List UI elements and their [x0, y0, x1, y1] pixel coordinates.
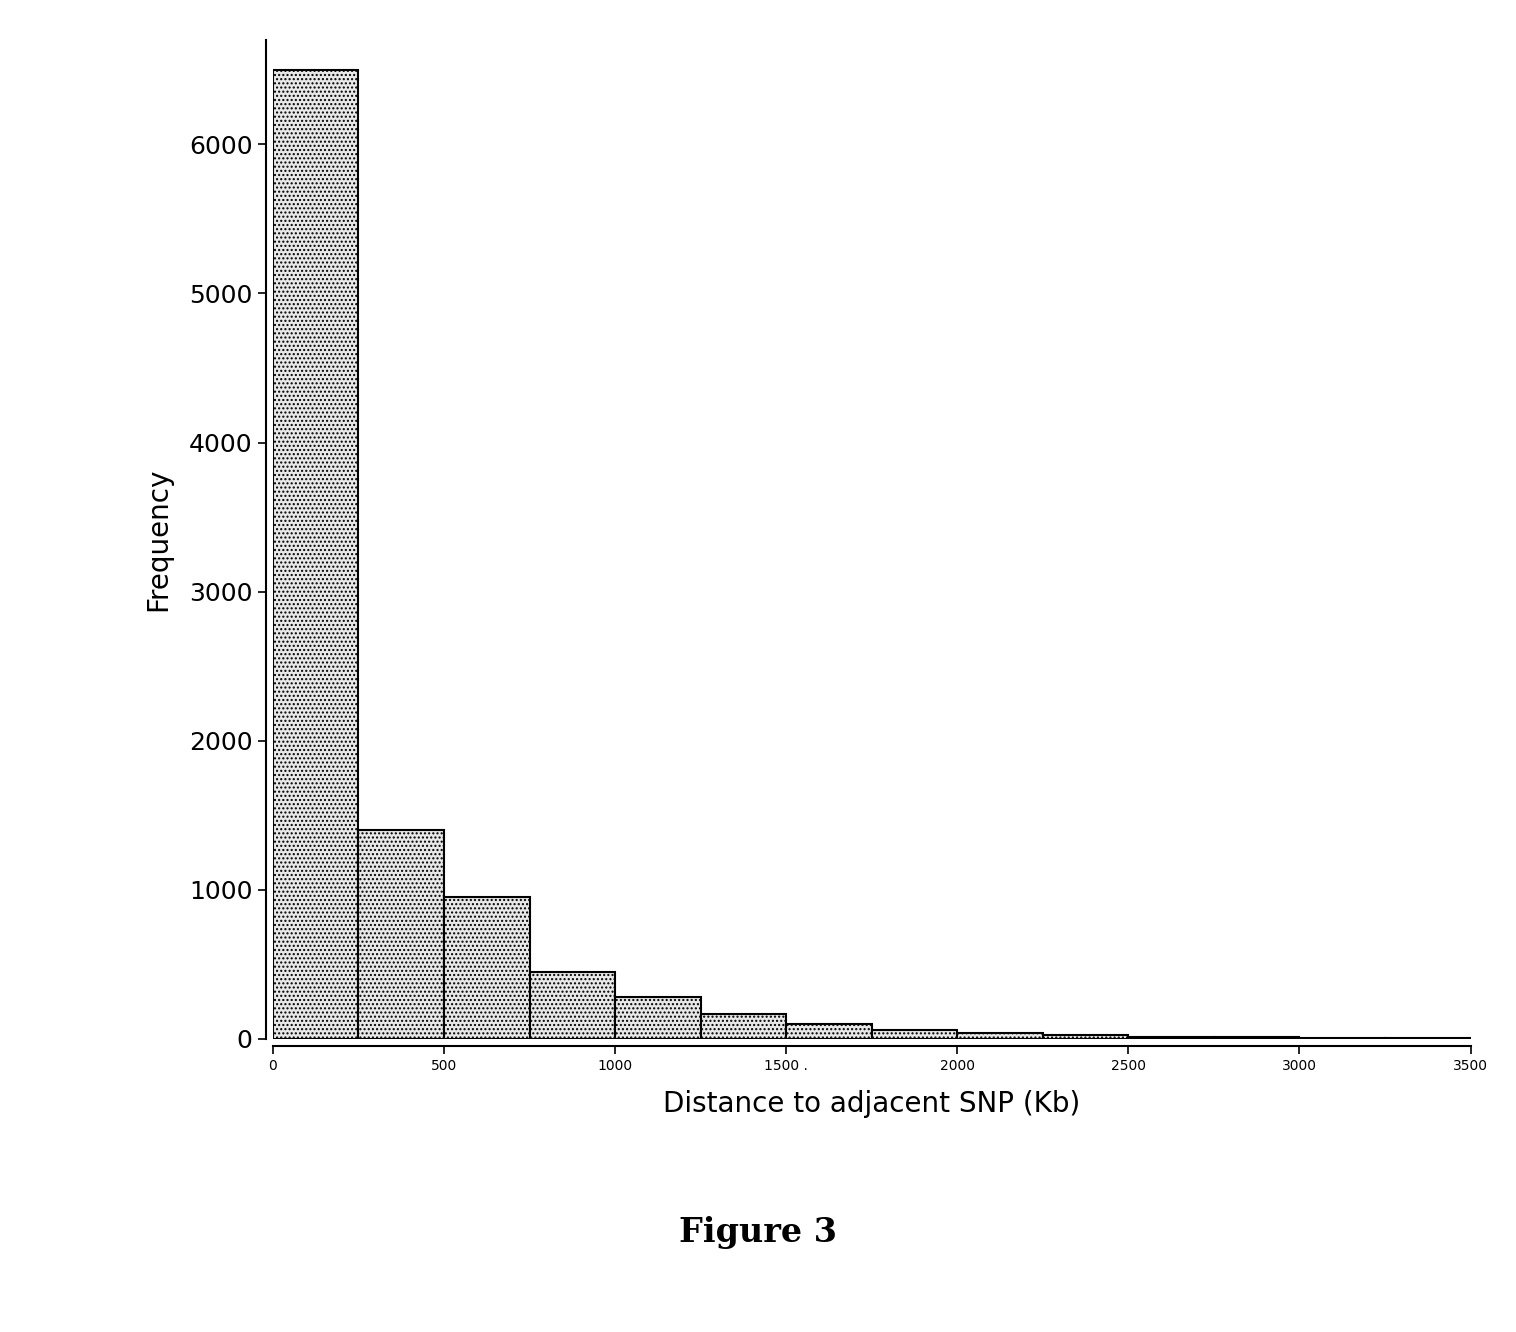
- Bar: [615, 998, 700, 1039]
- Text: Figure 3: Figure 3: [679, 1216, 837, 1248]
- Bar: [1043, 1035, 1128, 1039]
- X-axis label: Distance to adjacent SNP (Kb): Distance to adjacent SNP (Kb): [662, 1090, 1081, 1118]
- Y-axis label: Frequency: Frequency: [144, 468, 173, 611]
- Bar: [1128, 1036, 1214, 1039]
- Bar: [700, 1014, 787, 1039]
- Bar: [1214, 1038, 1299, 1039]
- Bar: [273, 69, 358, 1039]
- Bar: [872, 1030, 957, 1039]
- Bar: [358, 830, 444, 1039]
- Bar: [787, 1024, 872, 1039]
- Bar: [444, 898, 529, 1039]
- Bar: [529, 972, 615, 1039]
- Bar: [957, 1034, 1043, 1039]
